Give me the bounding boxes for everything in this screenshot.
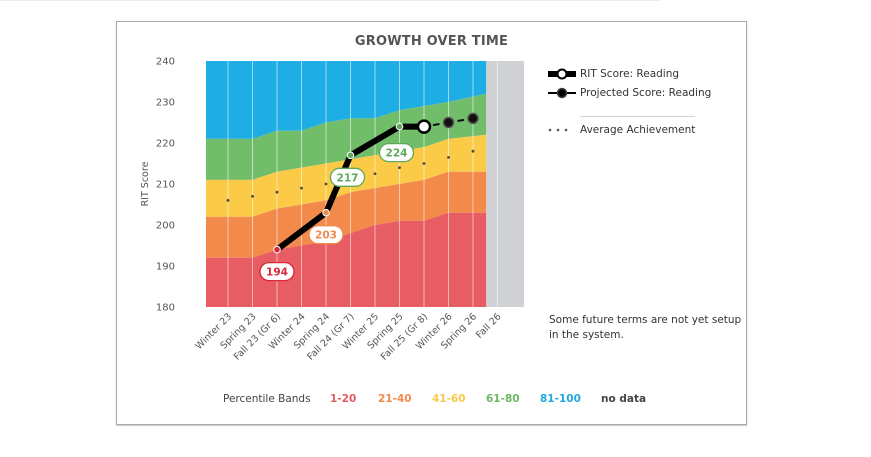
band-61-80 (206, 93, 487, 180)
percentile-bands-label: Percentile Bands (223, 393, 311, 405)
y-tick-label: 240 (156, 57, 175, 68)
rit-score-data-label-bubble (329, 167, 366, 187)
projected-score-point (442, 116, 455, 129)
projected-score-segment (457, 118, 465, 122)
growth-chart-panel: GROWTH OVER TIME 180 190 200 210 220 230 240 RI… (116, 21, 747, 425)
no-data-region (486, 61, 524, 307)
average-achievement-dot (251, 194, 254, 198)
average-dots-icon (548, 128, 568, 132)
y-tick-label: 190 (156, 262, 175, 273)
legend-divider (580, 116, 695, 117)
projected-score-point (467, 112, 479, 125)
y-tick-label: 180 (156, 303, 175, 314)
projected-line-icon (548, 87, 576, 99)
y-tick-label: 210 (156, 180, 175, 191)
band-label-1-20: 1-20 (330, 393, 357, 405)
x-tick-label: Fall 26 (474, 311, 504, 341)
legend-label-average: Average Achievement (580, 124, 696, 136)
projected-score-segment (432, 123, 440, 127)
y-tick-label: 220 (156, 139, 175, 150)
rit-score-data-label-bubble (308, 225, 344, 245)
legend-label-projected: Projected Score: Reading (580, 87, 712, 99)
band-1-20 (206, 212, 487, 307)
band-81-100 (206, 61, 487, 139)
average-achievement-dot (275, 190, 279, 194)
average-achievement-dot (324, 182, 328, 186)
y-tick-label: 200 (156, 221, 175, 232)
rit-score-point (346, 151, 355, 160)
rit-score-data-label: 224 (386, 148, 408, 160)
rit-line-icon (548, 68, 576, 80)
band-label-21-40: 21-40 (378, 393, 412, 405)
band-label-61-80: 61-80 (486, 393, 520, 405)
band-label-41-60: 41-60 (432, 393, 466, 405)
rit-score-data-label-bubble (259, 261, 295, 282)
rit-score-point (273, 245, 281, 254)
chart-title: GROWTH OVER TIME (354, 34, 509, 49)
average-achievement-dot (398, 166, 401, 170)
page-top-divider (0, 0, 660, 1)
legend-label-rit: RIT Score: Reading (580, 68, 680, 80)
rit-score-data-label: 217 (337, 172, 359, 184)
average-achievement-dot (447, 155, 450, 159)
band-label-no-data: no data (601, 393, 647, 405)
band-21-40 (206, 171, 487, 258)
average-achievement-dot (422, 162, 426, 165)
average-achievement-dot (471, 149, 475, 153)
average-achievement-dot (373, 172, 377, 176)
rit-score-data-label: 194 (266, 267, 288, 279)
y-tick-label: 230 (156, 98, 175, 109)
future-terms-note: Some future terms are not yet setup in t… (549, 314, 742, 341)
y-axis-label: RIT Score (140, 161, 151, 206)
band-label-81-100: 81-100 (540, 393, 581, 405)
average-achievement-dot (300, 186, 303, 190)
average-achievement-dot (226, 199, 230, 202)
rit-score-point (395, 122, 404, 131)
rit-score-point (322, 208, 330, 217)
rit-score-data-label-bubble (378, 142, 415, 163)
rit-score-data-label: 203 (315, 230, 337, 242)
rit-score-point (416, 119, 432, 134)
